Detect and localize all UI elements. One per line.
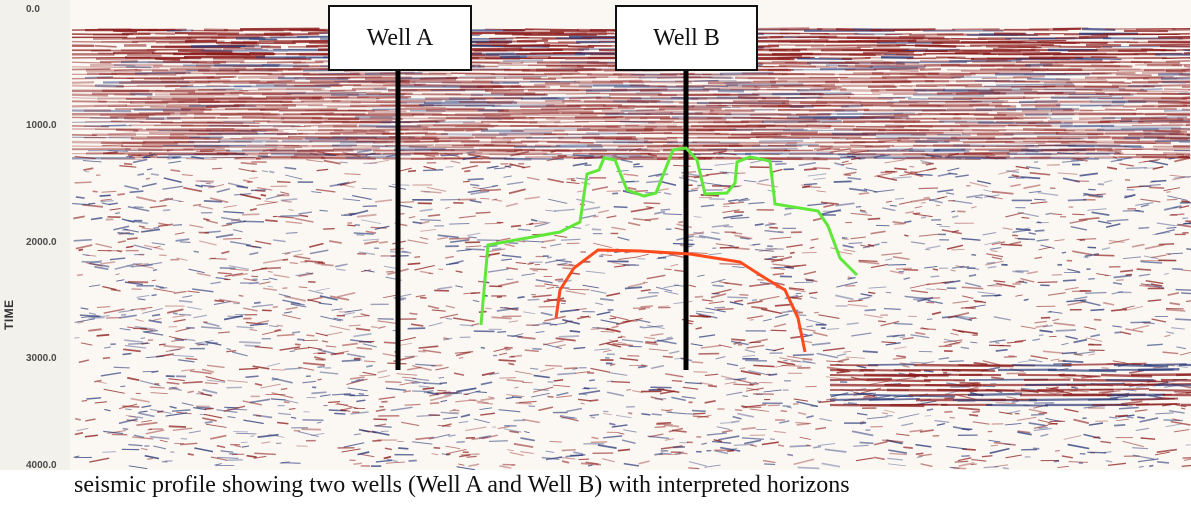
green-horizon-line: [479, 146, 859, 326]
red-horizon-line: [554, 248, 807, 353]
seismic-section: [70, 0, 1191, 470]
tick-label: 1000.0: [26, 120, 57, 131]
time-axis: 0.0 1000.0 2000.0 3000.0 4000.0 TIME: [0, 0, 71, 471]
tick-label: 4000.0: [26, 460, 57, 471]
well-b-label: Well B: [615, 5, 758, 71]
figure-caption: seismic profile showing two wells (Well …: [74, 472, 850, 498]
well-a-label: Well A: [328, 5, 472, 71]
tick-label: 3000.0: [26, 353, 57, 364]
tick-label: 0.0: [26, 4, 40, 15]
tick-label: 2000.0: [26, 237, 57, 248]
